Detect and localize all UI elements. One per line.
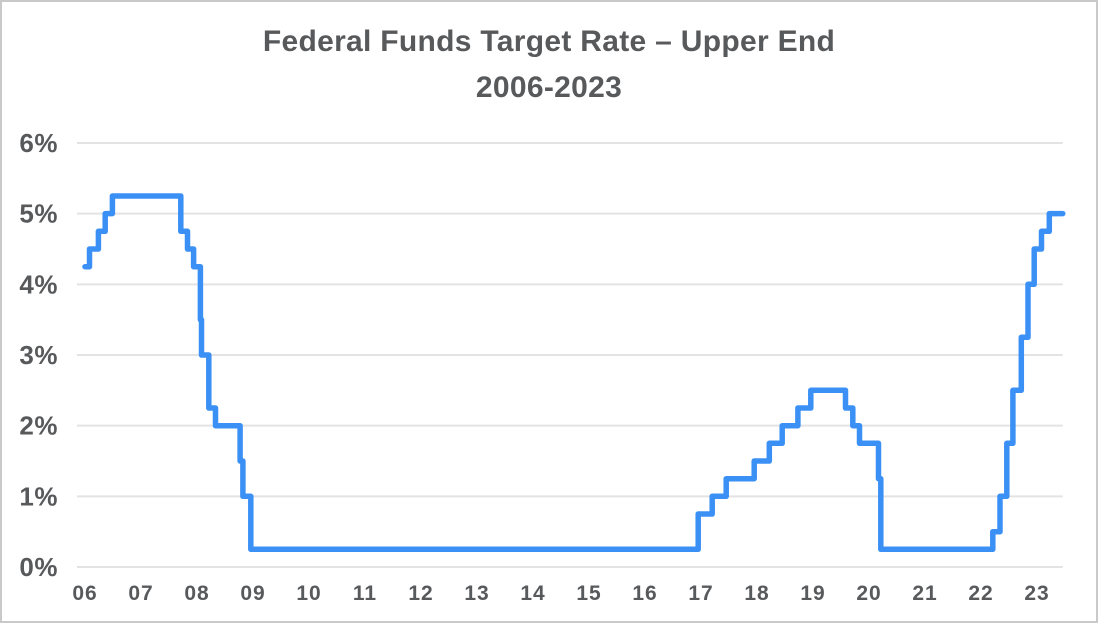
y-axis-label-3%: 3% — [19, 340, 58, 370]
x-axis-label-15: 15 — [576, 582, 601, 605]
x-axis-label-16: 16 — [632, 582, 657, 605]
y-axis-label-1%: 1% — [19, 481, 58, 511]
x-axis-label-20: 20 — [856, 582, 881, 605]
x-axis-label-23: 23 — [1024, 582, 1049, 605]
x-axis-label-11: 11 — [353, 582, 377, 605]
x-axis-label-21: 21 — [912, 582, 937, 605]
y-axis-label-6%: 6% — [19, 128, 58, 158]
y-axis-label-2%: 2% — [19, 411, 58, 441]
rate-line-series — [82, 193, 1066, 553]
x-axis-label-14: 14 — [520, 582, 545, 605]
x-axis-label-19: 19 — [800, 582, 825, 605]
x-axis-label-08: 08 — [184, 582, 209, 605]
x-axis-label-13: 13 — [464, 582, 489, 605]
x-axis-label-12: 12 — [408, 582, 433, 605]
x-axis-label-09: 09 — [240, 582, 265, 605]
x-axis-label-07: 07 — [128, 582, 153, 605]
x-axis-label-18: 18 — [744, 582, 769, 605]
x-axis-label-17: 17 — [688, 582, 713, 605]
y-axis-label-5%: 5% — [19, 199, 58, 229]
x-axis-label-10: 10 — [296, 582, 321, 605]
chart-title: Federal Funds Target Rate – Upper End — [262, 25, 836, 58]
chart-subtitle: 2006-2023 — [475, 71, 623, 104]
x-axis-label-06: 06 — [72, 582, 97, 605]
x-axis-label-22: 22 — [968, 582, 993, 605]
y-axis-label-4%: 4% — [19, 269, 58, 299]
y-axis-label-0%: 0% — [19, 552, 58, 582]
